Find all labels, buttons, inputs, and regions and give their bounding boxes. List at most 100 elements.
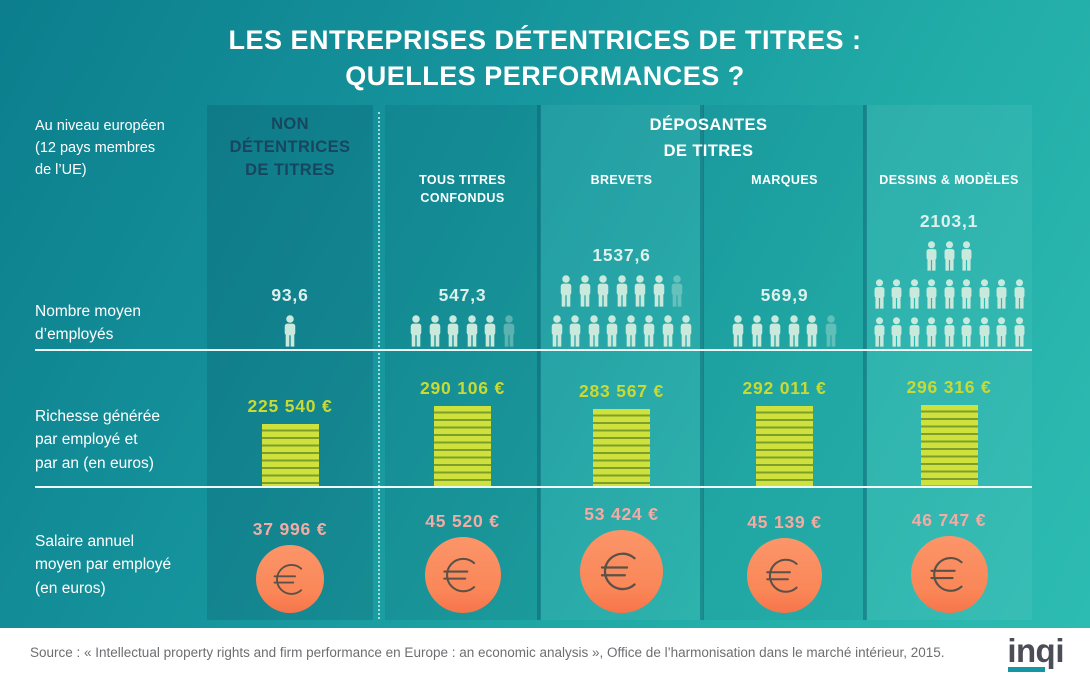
person-icon (549, 312, 565, 350)
person-icon (942, 314, 957, 350)
column-panel-marques (703, 105, 866, 620)
person-icon (464, 312, 480, 350)
employees-cell: 93,6 (207, 190, 373, 350)
euro-coin-icon (747, 538, 822, 613)
inpi-logo: inpi (1007, 632, 1064, 672)
people-pictogram (408, 310, 517, 350)
salary-cell: 37 996 € (207, 492, 373, 613)
person-icon (977, 276, 992, 312)
person-icon (730, 312, 746, 350)
wealth-value: 283 567 € (578, 381, 665, 401)
column-divider (863, 105, 867, 620)
person-icon (977, 314, 992, 350)
column-divider (700, 105, 704, 620)
coin-stack (920, 405, 978, 486)
wealth-value: 296 316 € (906, 377, 992, 397)
employees-cell: 569,9 (703, 190, 866, 350)
person-icon (641, 312, 657, 350)
person-icon (623, 312, 639, 350)
wealth-value: 290 106 € (419, 378, 506, 398)
page-title: LES ENTREPRISES DÉTENTRICES DE TITRES : … (0, 22, 1090, 95)
person-icon (669, 272, 685, 310)
person-icon (408, 312, 424, 350)
source-text: Source : « Intellectual property rights … (30, 645, 945, 660)
euro-coin-icon (580, 530, 663, 613)
row-label-salary: Salaire annuel moyen par employé (en eur… (35, 533, 172, 597)
coin-stack (434, 406, 491, 486)
people-pictogram (872, 236, 1027, 350)
salary-value: 37 996 € (252, 519, 328, 539)
row-label-employees: Nombre moyen d’employés (35, 303, 141, 344)
person-icon (1012, 276, 1027, 312)
footer-bar: Source : « Intellectual property rights … (0, 628, 1090, 677)
column-header-marques: MARQUES (751, 173, 818, 187)
person-icon (604, 312, 620, 350)
person-icon (282, 312, 298, 350)
employees-cell: 2103,1 (866, 190, 1032, 350)
wealth-value: 292 011 € (742, 378, 827, 398)
person-icon (482, 312, 498, 350)
column-divider (537, 105, 541, 620)
coin-stack (261, 424, 319, 486)
salary-cell: 46 747 € (866, 492, 1032, 613)
person-icon (942, 276, 957, 312)
salary-value: 53 424 € (584, 504, 659, 524)
inpi-logo-underline (1008, 667, 1046, 672)
person-icon (501, 312, 517, 350)
employees-cell: 547,3 (385, 190, 540, 350)
person-icon (595, 272, 611, 310)
wealth-value: 225 540 € (247, 396, 333, 416)
row-baseline-wealth (35, 486, 1032, 488)
wealth-cell: 292 011 € (703, 356, 866, 486)
salary-value: 45 520 € (425, 511, 500, 531)
euro-coin-icon (256, 545, 324, 613)
employees-value: 2103,1 (919, 211, 979, 231)
column-panel-tous-titres (385, 105, 540, 620)
group-header-deposantes: DÉPOSANTES DE TITRES (649, 116, 768, 160)
person-icon (924, 276, 939, 312)
wealth-cell: 296 316 € (866, 356, 1032, 486)
person-icon (889, 276, 904, 312)
column-header-non-detentrices: NON DÉTENTRICES DE TITRES (229, 115, 351, 180)
person-icon (804, 312, 820, 350)
inpi-logo-part: i (1055, 632, 1064, 669)
row-label-wealth: Richesse générée par employé et par an (… (35, 408, 160, 472)
page-title-line1: LES ENTREPRISES DÉTENTRICES DE TITRES : (228, 25, 862, 55)
dotted-separator (378, 112, 380, 619)
person-icon (994, 314, 1009, 350)
employees-value: 93,6 (271, 285, 309, 305)
page-title-line2: QUELLES PERFORMANCES ? (345, 61, 745, 92)
people-pictogram (549, 270, 695, 350)
salary-cell: 45 520 € (385, 492, 540, 613)
person-icon (959, 238, 974, 274)
employees-value: 547,3 (438, 285, 487, 305)
column-header-dessins: DESSINS & MODÈLES (879, 173, 1019, 187)
wealth-cell: 290 106 € (385, 356, 540, 486)
employees-value: 1537,6 (592, 245, 651, 265)
person-icon (942, 238, 957, 274)
person-icon (889, 314, 904, 350)
wealth-cell: 225 540 € (207, 356, 373, 486)
person-icon (614, 272, 630, 310)
column-panel-non-detentrices (207, 105, 373, 620)
euro-coin-icon (424, 537, 501, 613)
wealth-cell: 283 567 € (540, 356, 703, 486)
person-icon (823, 312, 839, 350)
person-icon (994, 276, 1009, 312)
inpi-logo-part: in (1007, 632, 1036, 669)
column-header-tous-titres: TOUS TITRES CONFONDUS (419, 173, 506, 205)
person-icon (1012, 314, 1027, 350)
scope-note: Au niveau européen (12 pays membres de l… (35, 118, 165, 178)
row-baseline-employees (35, 349, 1032, 351)
person-icon (651, 272, 667, 310)
people-pictogram (730, 310, 839, 350)
person-icon (907, 276, 922, 312)
person-icon (586, 312, 602, 350)
person-icon (558, 272, 574, 310)
coin-stack (593, 409, 650, 486)
person-icon (632, 272, 648, 310)
person-icon (907, 314, 922, 350)
euro-coin-icon (910, 536, 988, 613)
person-icon (959, 276, 974, 312)
